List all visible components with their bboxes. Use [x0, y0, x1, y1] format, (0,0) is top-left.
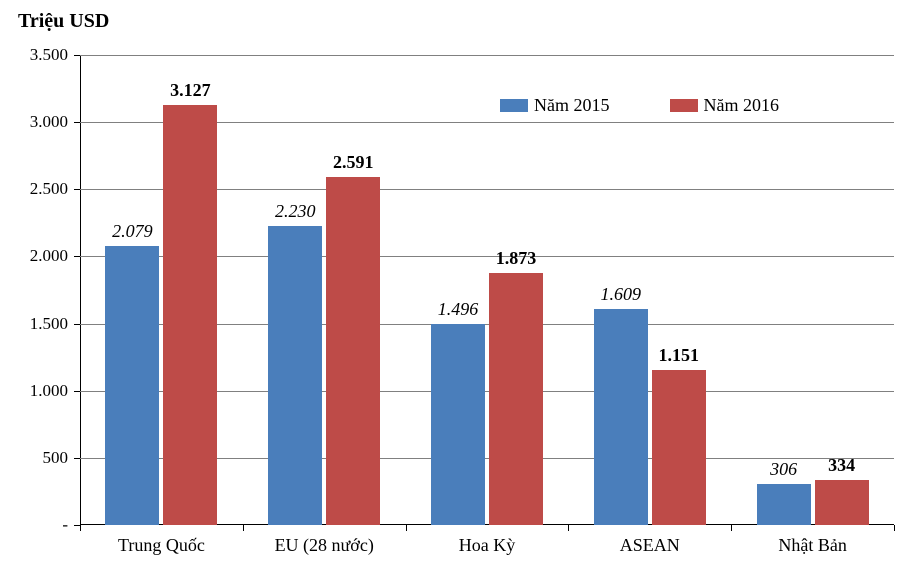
bar-chart: Triệu USD 2.079 3.127 2.230 2.591 1.496 1.873… [0, 0, 914, 580]
x-tick-mark [731, 525, 732, 531]
bar-value-label: 306 [770, 459, 797, 480]
y-tick-mark [74, 324, 80, 325]
y-axis-title: Triệu USD [18, 10, 109, 33]
bar-value-label: 2.591 [333, 152, 374, 173]
x-tick-label: EU (28 nước) [275, 535, 374, 556]
plot-area: 2.079 3.127 2.230 2.591 1.496 1.873 1.609 1.151… [80, 55, 894, 525]
legend-item: Năm 2015 [500, 95, 610, 116]
x-tick-label: ASEAN [620, 535, 680, 556]
bar-value-label: 334 [828, 455, 855, 476]
x-tick-mark [406, 525, 407, 531]
bar-value-label: 2.079 [112, 221, 153, 242]
bar-value-label: 3.127 [170, 80, 211, 101]
legend-label: Năm 2015 [534, 95, 610, 116]
y-axis-line [80, 55, 81, 525]
bar [757, 484, 811, 525]
gridline [80, 55, 894, 56]
legend-swatch [500, 99, 528, 112]
y-tick-label: - [0, 515, 68, 535]
bar-value-label: 1.609 [601, 284, 642, 305]
bar [652, 370, 706, 525]
bar [268, 226, 322, 525]
x-tick-mark [894, 525, 895, 531]
x-tick-label: Hoa Kỳ [459, 535, 516, 556]
x-tick-label: Nhật Bản [778, 535, 846, 556]
y-tick-label: 500 [0, 448, 68, 468]
bar [815, 480, 869, 525]
y-tick-label: 2.000 [0, 246, 68, 266]
legend-swatch [670, 99, 698, 112]
x-tick-mark [568, 525, 569, 531]
bar [594, 309, 648, 525]
y-tick-mark [74, 391, 80, 392]
y-tick-mark [74, 55, 80, 56]
y-tick-label: 3.000 [0, 112, 68, 132]
bar-value-label: 1.151 [659, 345, 700, 366]
y-tick-label: 1.000 [0, 381, 68, 401]
y-tick-mark [74, 122, 80, 123]
y-tick-label: 3.500 [0, 45, 68, 65]
y-tick-mark [74, 189, 80, 190]
bar [489, 273, 543, 525]
bar [431, 324, 485, 525]
y-tick-label: 1.500 [0, 314, 68, 334]
legend: Năm 2015 Năm 2016 [500, 95, 779, 116]
bar [326, 177, 380, 525]
y-tick-label: 2.500 [0, 179, 68, 199]
legend-label: Năm 2016 [704, 95, 780, 116]
bar [163, 105, 217, 525]
bar-value-label: 2.230 [275, 201, 316, 222]
x-tick-mark [80, 525, 81, 531]
bar-value-label: 1.873 [496, 248, 537, 269]
y-tick-mark [74, 256, 80, 257]
legend-item: Năm 2016 [670, 95, 780, 116]
y-tick-mark [74, 458, 80, 459]
bar [105, 246, 159, 525]
x-tick-label: Trung Quốc [118, 535, 205, 556]
x-tick-mark [243, 525, 244, 531]
bar-value-label: 1.496 [438, 299, 479, 320]
